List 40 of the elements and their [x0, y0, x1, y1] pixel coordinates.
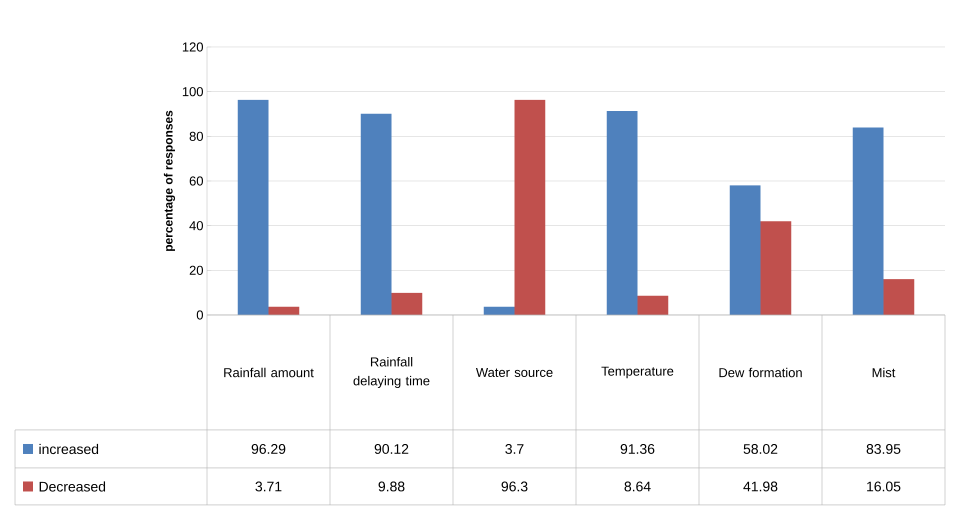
legend-label: Decreased — [40, 481, 106, 492]
legend-label: increased — [39, 444, 98, 454]
bar — [484, 306, 515, 315]
bar — [760, 221, 792, 315]
bar — [514, 100, 546, 315]
bar — [360, 114, 392, 315]
y-tick-label: 0 — [196, 310, 203, 320]
y-tick-label: 100 — [182, 87, 203, 96]
bar — [884, 279, 914, 315]
y-axis-title: percentage of responses — [164, 110, 176, 251]
x-tick-label: Rainfall delaying time — [354, 356, 430, 388]
y-tick-label: 40 — [189, 221, 203, 230]
data-label: 91.36 — [620, 444, 654, 454]
bar — [238, 100, 269, 315]
bar — [638, 296, 668, 315]
y-tick-label: 60 — [190, 176, 203, 186]
bar — [730, 185, 761, 315]
bar — [852, 127, 884, 315]
x-tick-label: Temperature — [601, 366, 674, 378]
x-tick-label: Rainfall amount — [224, 368, 314, 378]
data-label: 96.29 — [252, 444, 286, 454]
data-label: 96.3 — [502, 482, 528, 492]
data-label: 58.02 — [744, 444, 778, 454]
bar — [606, 110, 638, 315]
data-label: 3.7 — [505, 444, 524, 454]
data-label: 9.88 — [378, 482, 404, 492]
data-label: 83.95 — [866, 444, 900, 454]
data-label: 41.98 — [743, 482, 778, 492]
data-label: 3.71 — [255, 482, 282, 492]
data-label: 16.05 — [867, 482, 900, 492]
data-label: 90.12 — [374, 444, 408, 454]
y-tick-label: 120 — [182, 42, 203, 52]
data-label: 8.64 — [624, 482, 651, 492]
x-tick-label: Water source — [476, 368, 553, 378]
x-tick-label: Mist — [872, 368, 896, 378]
x-tick-label: Dew formation — [719, 368, 802, 378]
bar — [268, 306, 300, 315]
bar — [392, 292, 422, 315]
y-tick-label: 80 — [190, 132, 203, 141]
y-tick-label: 20 — [190, 266, 203, 275]
